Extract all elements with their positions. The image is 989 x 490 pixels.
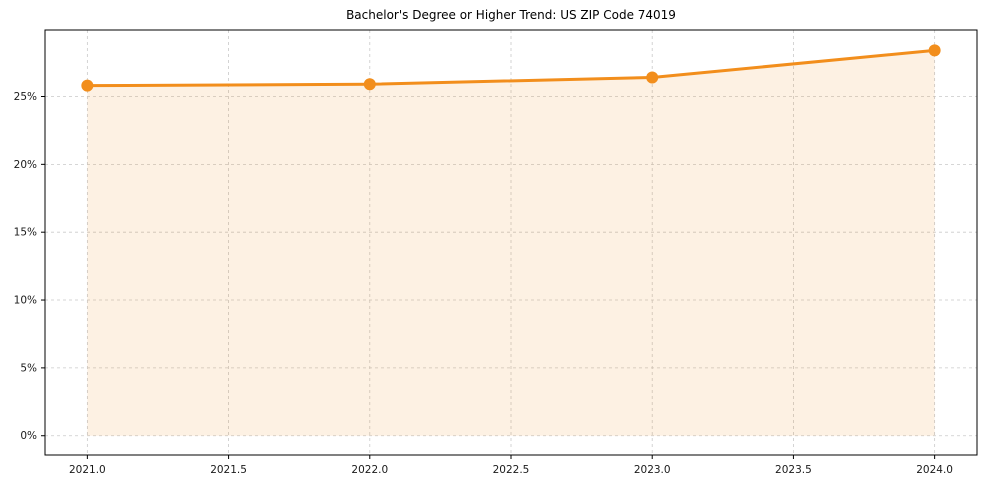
data-point-markers [81, 44, 941, 92]
area-fill [87, 50, 935, 436]
y-tick-label: 5% [20, 362, 37, 374]
x-tick-label: 2023.5 [775, 464, 812, 476]
x-tick-label: 2022.5 [493, 464, 530, 476]
y-tick-label: 25% [14, 91, 37, 103]
y-tick-label: 10% [14, 295, 37, 307]
trend-line [85, 48, 937, 88]
y-tick-label: 20% [14, 159, 37, 171]
y-tick-label: 0% [20, 430, 37, 442]
data-point-marker [363, 78, 376, 91]
x-axis: 2021.0 2021.5 2022.0 2022.5 2023.0 2023.5 2024… [69, 455, 953, 476]
x-tick-label: 2021.5 [210, 464, 247, 476]
chart-title: Bachelor's Degree or Higher Trend: US ZI… [346, 8, 676, 22]
x-tick-label: 2022.0 [351, 464, 388, 476]
y-tick-label: 15% [14, 227, 37, 239]
y-axis: 0% 5% 10% 15% 20% 25% [14, 91, 45, 442]
x-tick-label: 2023.0 [634, 464, 671, 476]
data-point-marker [646, 71, 659, 84]
x-tick-label: 2024.0 [916, 464, 953, 476]
data-point-marker [81, 79, 94, 92]
data-point-marker [928, 44, 941, 57]
gridlines [45, 30, 977, 455]
x-tick-label: 2021.0 [69, 464, 106, 476]
